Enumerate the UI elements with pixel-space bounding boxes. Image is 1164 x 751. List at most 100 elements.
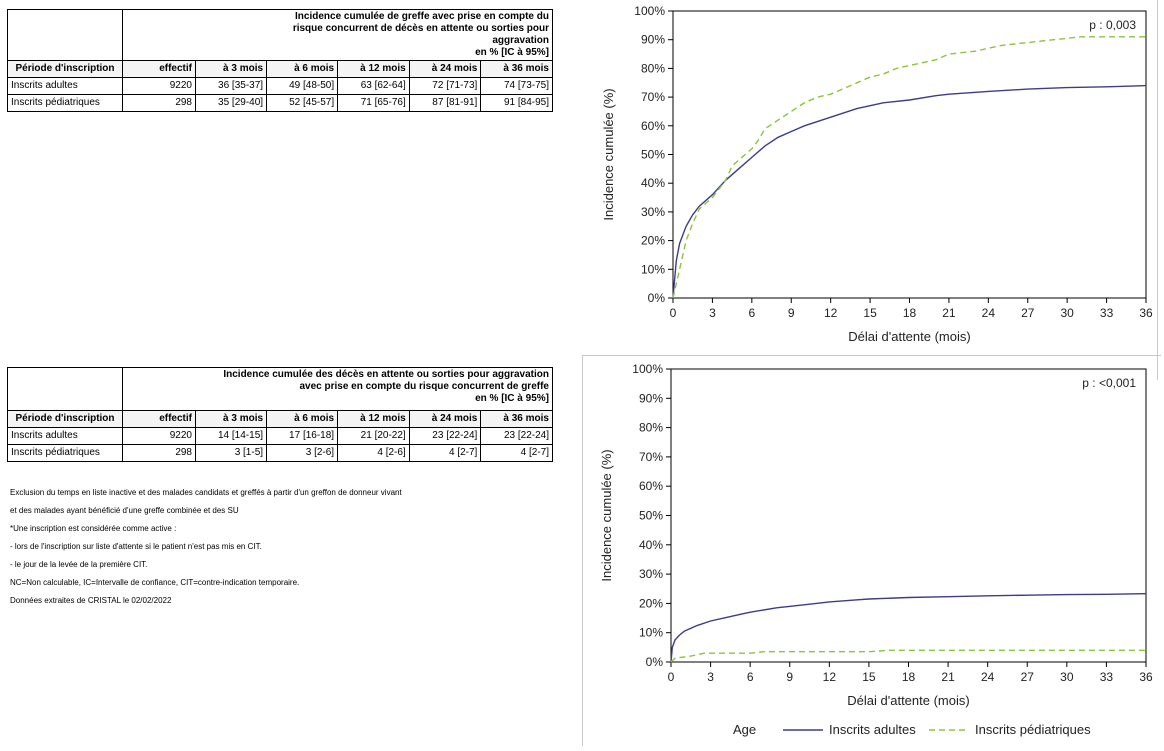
footnote-line: Données extraites de CRISTAL le 02/02/20… [10, 596, 172, 605]
y-tick-label: 90% [641, 33, 665, 47]
y-tick-label: 20% [639, 596, 663, 610]
footnote-line: et des malades ayant bénéficié d'une gre… [10, 506, 239, 515]
x-tick-label: 6 [748, 306, 755, 320]
table-cell: Inscrits pédiatriques [7, 444, 123, 462]
x-tick-label: 27 [1021, 306, 1035, 320]
x-tick-label: 0 [670, 306, 677, 320]
column-header: Période d'inscription [7, 60, 123, 78]
table-cell: 4 [2-7] [480, 444, 553, 462]
table-cell: 4 [2-6] [337, 444, 410, 462]
table-cell: 35 [29-40] [194, 94, 268, 112]
column-header: à 3 mois [194, 60, 268, 78]
table-cell: 4 [2-7] [408, 444, 482, 462]
y-axis-label: Incidence cumulée (%) [599, 449, 614, 581]
table-cell: 21 [20-22] [337, 427, 410, 445]
table-cell: 91 [84-95] [480, 94, 553, 112]
x-tick-label: 12 [823, 670, 837, 684]
table-cell: 23 [22-24] [480, 427, 553, 445]
y-tick-label: 50% [641, 148, 665, 162]
death-incidence-table: Incidence cumulée des décès en attente o… [7, 367, 553, 462]
y-tick-label: 20% [641, 234, 665, 248]
column-header: à 12 mois [337, 410, 410, 428]
table-corner-cell [7, 9, 123, 61]
y-tick-label: 40% [641, 176, 665, 190]
series-line-adults [670, 593, 1147, 663]
x-tick-label: 33 [1100, 306, 1114, 320]
table-corner-cell [7, 367, 123, 411]
graft-incidence-table: Incidence cumulée de greffe avec prise e… [7, 9, 553, 112]
y-tick-label: 70% [641, 90, 665, 104]
x-tick-label: 33 [1100, 670, 1114, 684]
table-cell: 74 [73-75] [480, 77, 553, 95]
table-cell: 87 [81-91] [408, 94, 482, 112]
x-tick-label: 3 [709, 306, 716, 320]
y-tick-label: 70% [639, 450, 663, 464]
column-header: à 6 mois [266, 410, 339, 428]
y-tick-label: 40% [639, 538, 663, 552]
table-cell: 298 [122, 444, 196, 462]
plot-frame [670, 368, 1147, 663]
x-tick-label: 30 [1060, 306, 1074, 320]
footnote-line: NC=Non calculable, IC=Intervalle de conf… [10, 578, 300, 587]
table-cell: 9220 [122, 427, 196, 445]
plot-frame [672, 10, 1147, 299]
graft-incidence-chart: 0% 10% 20% 30% 40% 50% 60% 70% 80% 90% 100% 0 3 6 9 12 1… [582, 0, 1160, 350]
y-axis-label: Incidence cumulée (%) [601, 88, 616, 220]
legend-title: Age [733, 722, 756, 737]
p-value-annotation: p : 0,003 [1089, 18, 1136, 32]
table-row: Inscrits pédiatriques 298 35 [29-40] 52 … [7, 94, 553, 112]
y-tick-label: 50% [639, 509, 663, 523]
x-tick-label: 9 [786, 670, 793, 684]
table-row: Inscrits pédiatriques 298 3 [1-5] 3 [2-6… [7, 444, 553, 462]
table-row: Inscrits adultes 9220 36 [35-37] 49 [48-… [7, 77, 553, 95]
column-header: à 36 mois [480, 60, 553, 78]
column-header: à 24 mois [408, 60, 482, 78]
column-header: effectif [122, 410, 196, 428]
y-tick-label: 60% [639, 479, 663, 493]
table-cell: 52 [45-57] [266, 94, 339, 112]
table-header-cell: Incidence cumulée des décès en attente o… [122, 367, 553, 411]
column-header: à 6 mois [266, 60, 339, 78]
y-tick-label: 0% [648, 291, 666, 305]
x-tick-label: 3 [707, 670, 714, 684]
y-tick-label: 90% [639, 391, 663, 405]
table-header-title: Incidence cumulée des décès en attente o… [223, 369, 549, 392]
x-tick-label: 21 [941, 670, 955, 684]
table-column-row: Période d'inscription effectif à 3 mois … [7, 410, 553, 428]
y-tick-label: 30% [639, 567, 663, 581]
table-cell: 63 [62-64] [337, 77, 410, 95]
table-header-unit: en % [IC à 95%] [475, 393, 549, 404]
legend-label-pediatric: Inscrits pédiatriques [975, 722, 1091, 737]
y-tick-label: 60% [641, 119, 665, 133]
y-tick-label: 80% [639, 421, 663, 435]
column-header: Période d'inscription [7, 410, 123, 428]
table-cell: 23 [22-24] [408, 427, 482, 445]
table-cell: 298 [122, 94, 196, 112]
table-cell: 72 [71-73] [408, 77, 482, 95]
table-cell: 3 [1-5] [194, 444, 268, 462]
x-tick-label: 12 [824, 306, 838, 320]
series-line-pediatric [672, 36, 1146, 299]
table-cell: 71 [65-76] [337, 94, 410, 112]
table-cell: 17 [16-18] [266, 427, 339, 445]
x-axis-label: Délai d'attente (mois) [847, 693, 969, 708]
x-tick-label: 36 [1139, 670, 1153, 684]
x-tick-label: 18 [902, 670, 916, 684]
y-tick-label: 100% [632, 362, 663, 376]
x-tick-label: 15 [863, 306, 877, 320]
legend-label-adults: Inscrits adultes [829, 722, 916, 737]
footnote-line: - le jour de la levée de la première CIT… [10, 560, 148, 569]
column-header: à 12 mois [337, 60, 410, 78]
x-tick-label: 24 [982, 306, 996, 320]
p-value-annotation: p : <0,001 [1082, 376, 1136, 390]
footnote-line: - lors de l'inscription sur liste d'atte… [10, 542, 262, 551]
graft-incidence-chart-svg: 0%10%20%30%40%50%60%70%80%90%100%0 3 6 9 12 1… [601, 4, 1153, 344]
table-header-title: Incidence cumulée de greffe avec prise e… [292, 11, 549, 46]
x-tick-label: 30 [1060, 670, 1074, 684]
y-tick-label: 100% [634, 4, 665, 18]
table-cell: 3 [2-6] [266, 444, 339, 462]
table-cell: Inscrits adultes [7, 427, 123, 445]
x-tick-label: 18 [903, 306, 917, 320]
y-tick-label: 10% [639, 626, 663, 640]
x-tick-label: 6 [747, 670, 754, 684]
